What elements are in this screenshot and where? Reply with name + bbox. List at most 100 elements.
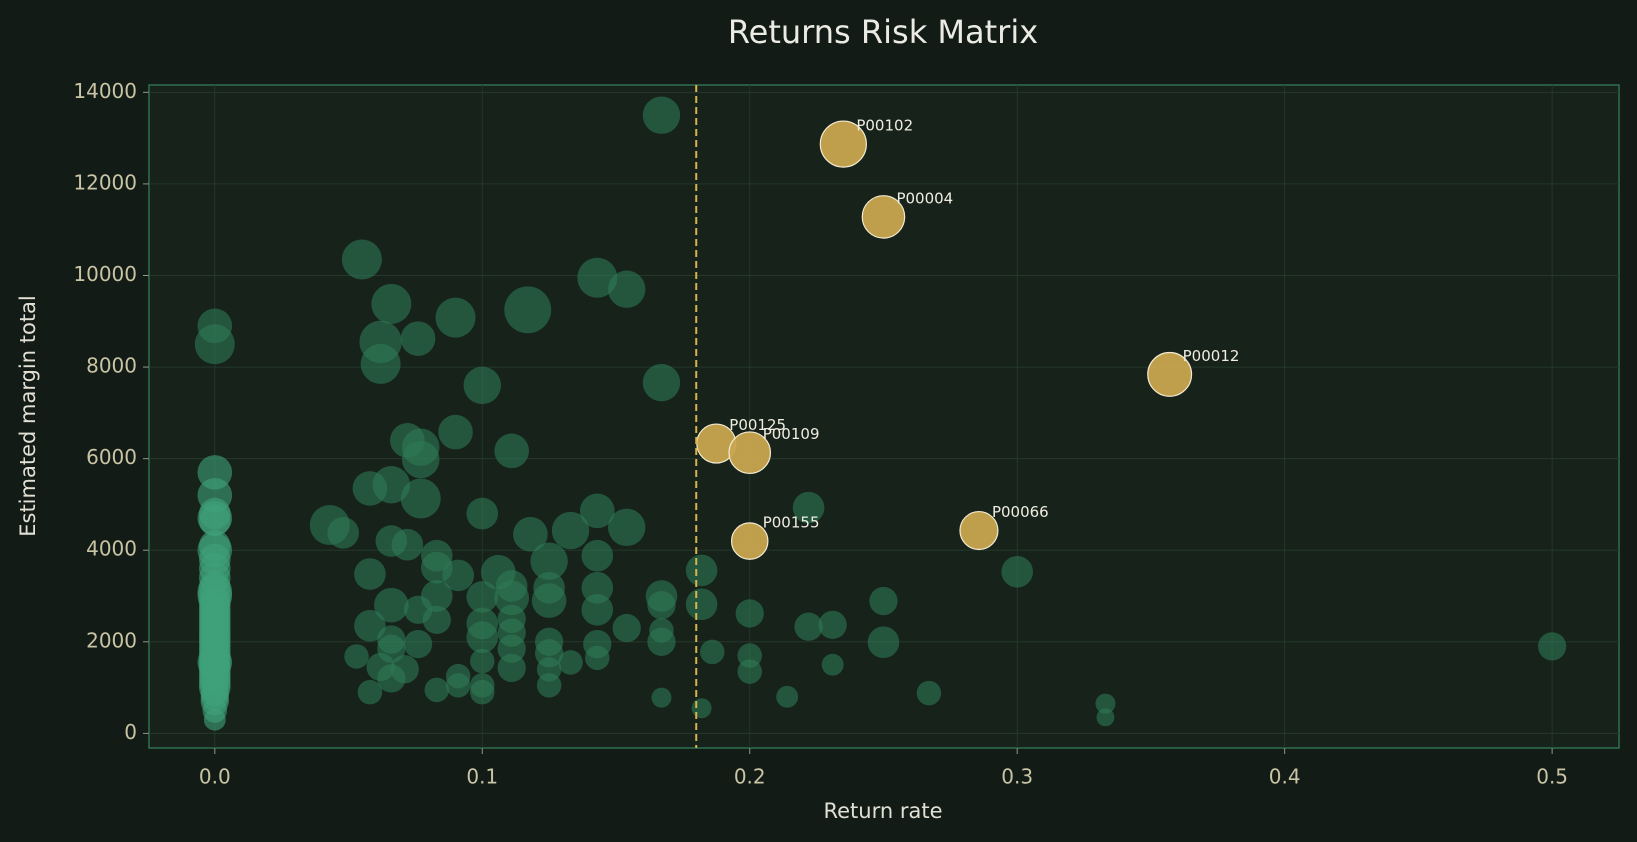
bubble (642, 363, 681, 402)
x-tick-label: 0.5 (1536, 765, 1568, 789)
y-tick-label: 10000 (73, 262, 137, 286)
bubble (504, 286, 552, 334)
bubble (494, 433, 530, 469)
bubble (869, 586, 898, 616)
bubble (470, 648, 495, 674)
bubble (651, 687, 672, 708)
bubble (685, 554, 718, 587)
bubble (390, 655, 419, 684)
bubble (400, 321, 436, 356)
bubble (435, 297, 476, 338)
x-tick-label: 0.0 (199, 765, 231, 789)
bubble (466, 497, 499, 530)
point-label: P00125 (729, 416, 786, 434)
bubble (1147, 351, 1193, 397)
bubble (1096, 708, 1115, 727)
bubble (442, 559, 475, 592)
y-axis-label: Estimated margin total (16, 295, 40, 537)
bubble (466, 621, 499, 654)
bubble (203, 708, 226, 731)
bubble (579, 493, 615, 529)
bubble (531, 583, 567, 618)
bubble (194, 324, 235, 365)
bubble (513, 516, 548, 552)
bubble (497, 653, 526, 683)
bubble (607, 508, 646, 547)
bubble (647, 627, 676, 656)
x-axis-label: Return rate (823, 799, 942, 823)
bubble (530, 542, 568, 580)
bubble (438, 414, 473, 450)
bubble (612, 613, 641, 643)
bubble (735, 599, 764, 628)
bubble (344, 644, 369, 669)
bubble (776, 685, 799, 708)
y-tick-label: 0 (124, 720, 137, 744)
bubble (1001, 555, 1034, 588)
bubble (642, 96, 681, 134)
bubble (466, 581, 499, 613)
bubble (818, 610, 847, 640)
bubble (377, 634, 406, 663)
bubble (445, 673, 471, 698)
bubble (391, 528, 424, 561)
bubble (536, 673, 562, 698)
bubble (558, 650, 583, 675)
bubble (372, 466, 411, 504)
bubble (700, 639, 725, 665)
y-tick-label: 6000 (86, 445, 137, 469)
bubble (585, 645, 610, 671)
bubble (360, 343, 401, 384)
bubble (691, 698, 712, 719)
bubble (728, 431, 772, 475)
bubble (1095, 693, 1116, 714)
plot-layer: 0.0 0.1 0.2 0.3 0.4 0.5 0 2000 4000 6000 8000 10000… (73, 79, 1619, 789)
bubble (551, 511, 590, 550)
point-label: P00102 (856, 117, 913, 135)
bubble (685, 588, 718, 621)
bubble (1537, 632, 1567, 661)
bubble (403, 629, 433, 659)
x-tick-label: 0.1 (466, 765, 498, 789)
bubble (916, 680, 942, 706)
bubble (371, 283, 412, 324)
bubble (400, 478, 441, 519)
y-tick-label: 4000 (86, 537, 137, 561)
y-tick-label: 2000 (86, 628, 137, 652)
bubble (374, 587, 409, 623)
bubble (354, 558, 386, 590)
bubble (402, 440, 440, 479)
bubble (341, 239, 382, 280)
bubble (819, 120, 867, 168)
point-label: P00109 (763, 425, 820, 443)
bubble (861, 195, 906, 239)
bubble (867, 626, 900, 659)
bubble (357, 679, 383, 705)
x-tick-label: 0.2 (734, 765, 766, 789)
bubble (354, 609, 386, 642)
y-tick-label: 12000 (73, 170, 137, 194)
bubble (577, 257, 618, 298)
bubble (463, 366, 501, 405)
bubble (730, 522, 769, 560)
point-label: P00004 (896, 189, 953, 207)
bubble (821, 653, 844, 676)
bubble (470, 679, 495, 705)
bubble (607, 270, 646, 308)
y-tick-label: 14000 (73, 79, 137, 103)
x-tick-label: 0.4 (1269, 765, 1301, 789)
chart-title: Returns Risk Matrix (728, 13, 1038, 51)
bubble (581, 539, 614, 572)
y-tick-label: 8000 (86, 354, 137, 378)
point-label: P00012 (1183, 347, 1240, 365)
bubble (794, 612, 823, 641)
point-label: P00066 (992, 503, 1049, 521)
bubble (198, 504, 231, 537)
bubble (327, 517, 359, 549)
bubble (424, 677, 450, 703)
bubble (647, 591, 676, 620)
bubble (737, 659, 762, 684)
bubble (959, 510, 999, 551)
point-label: P00155 (763, 514, 820, 532)
